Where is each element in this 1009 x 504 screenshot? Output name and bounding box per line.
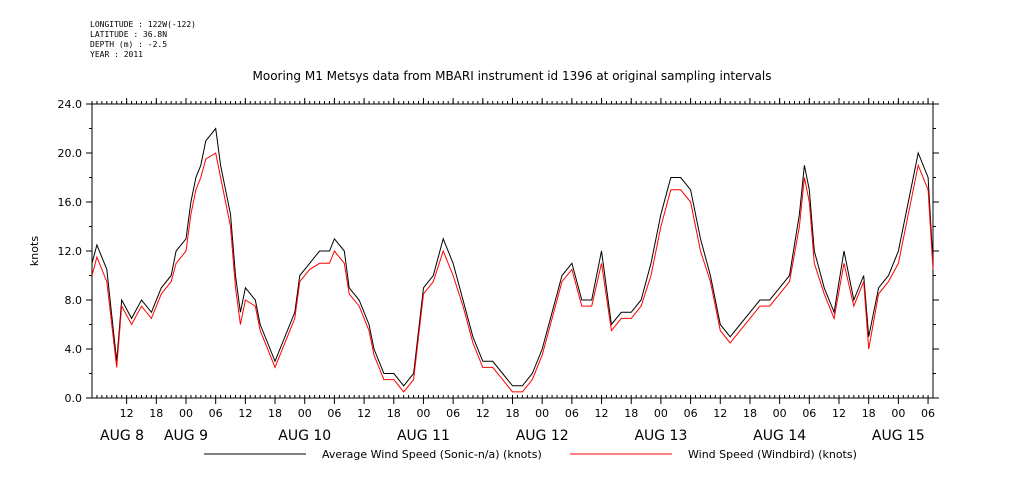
y-axis: 0.0 4.0 8.0 12.0 16.0 20.0 24.0 — [58, 98, 939, 405]
x-day-label: AUG 13 — [634, 428, 687, 444]
x-tick-label: 00 — [654, 407, 668, 420]
metadata-depth: DEPTH (m) : -2.5 — [90, 40, 168, 49]
x-day-label: AUG 12 — [516, 428, 569, 444]
x-tick-label: 18 — [149, 407, 163, 420]
x-tick-label: 12 — [120, 407, 134, 420]
x-tick-label: 00 — [416, 407, 430, 420]
x-day-label: AUG 15 — [872, 428, 925, 444]
x-tick-label: 06 — [446, 407, 460, 420]
x-tick-label: 00 — [298, 407, 312, 420]
x-tick-label: 06 — [921, 407, 935, 420]
y-tick-label: 8.0 — [65, 294, 83, 307]
y-tick-label: 12.0 — [58, 245, 83, 258]
y-tick-label: 16.0 — [58, 196, 83, 209]
series-line-windbird — [91, 152, 934, 393]
x-day-label: AUG 9 — [164, 428, 208, 444]
x-tick-label: 12 — [476, 407, 490, 420]
x-day-label: AUG 11 — [397, 428, 450, 444]
metadata-longitude: LONGITUDE : 122W(-122) — [90, 20, 196, 29]
x-tick-label: 06 — [327, 407, 341, 420]
x-tick-label: 12 — [713, 407, 727, 420]
x-tick-label: 06 — [209, 407, 223, 420]
x-tick-label: 18 — [624, 407, 638, 420]
x-tick-label: 00 — [179, 407, 193, 420]
legend: Average Wind Speed (Sonic-n/a) (knots) W… — [204, 448, 857, 461]
x-tick-label: 18 — [862, 407, 876, 420]
x-tick-label: 00 — [535, 407, 549, 420]
y-tick-label: 4.0 — [65, 343, 83, 356]
y-axis-label: knots — [28, 236, 41, 266]
x-tick-label: 06 — [565, 407, 579, 420]
x-tick-label: 12 — [357, 407, 371, 420]
x-tick-label: 12 — [238, 407, 252, 420]
legend-label-windbird: Wind Speed (Windbird) (knots) — [688, 448, 857, 461]
x-tick-label: 00 — [891, 407, 905, 420]
series-layer — [91, 127, 934, 393]
x-tick-label: 18 — [743, 407, 757, 420]
y-tick-label: 20.0 — [58, 147, 83, 160]
x-tick-label: 00 — [773, 407, 787, 420]
x-day-label: AUG 14 — [753, 428, 806, 444]
metadata-latitude: LATITUDE : 36.8N — [90, 30, 168, 39]
x-tick-label: 18 — [268, 407, 282, 420]
x-day-label: AUG 10 — [278, 428, 331, 444]
x-tick-label: 12 — [832, 407, 846, 420]
x-tick-label: 12 — [595, 407, 609, 420]
x-tick-label: 06 — [802, 407, 816, 420]
legend-label-avg: Average Wind Speed (Sonic-n/a) (knots) — [322, 448, 542, 461]
y-tick-label: 24.0 — [58, 98, 83, 111]
x-tick-label: 18 — [506, 407, 520, 420]
x-tick-label: 06 — [684, 407, 698, 420]
y-tick-label: 0.0 — [65, 392, 83, 405]
series-line-average-wind-speed — [91, 127, 934, 387]
x-day-label: AUG 8 — [100, 428, 144, 444]
x-axis: 12 18 00 06 12 18 00 06 12 18 00 06 12 18 00 06 12 18 00 06… — [91, 98, 935, 444]
metadata-block: LONGITUDE : 122W(-122) LATITUDE : 36.8N … — [90, 20, 196, 60]
metadata-year: YEAR : 2011 — [90, 50, 143, 59]
chart-title: Mooring M1 Metsys data from MBARI instru… — [253, 69, 772, 83]
x-tick-label: 18 — [387, 407, 401, 420]
